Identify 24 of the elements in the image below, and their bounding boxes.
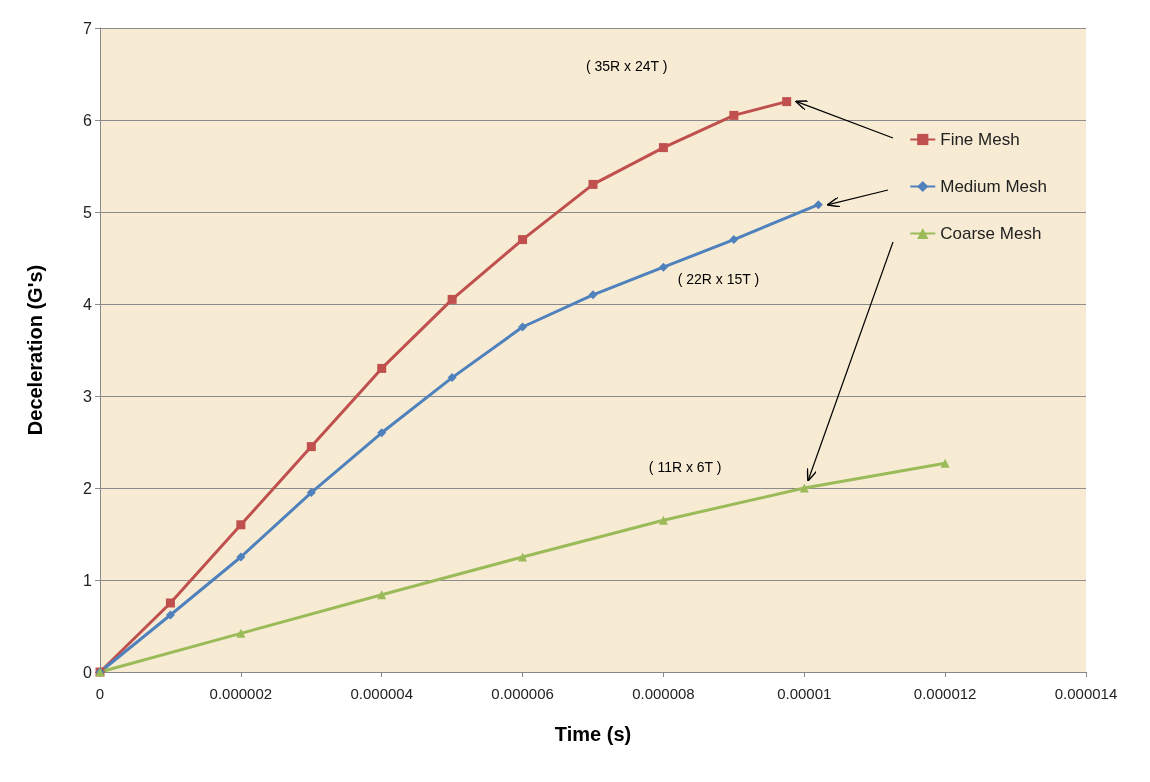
annotation: ( 22R x 15T ) bbox=[677, 270, 760, 287]
y-tick-label: 6 bbox=[83, 111, 93, 129]
x-tick-label: 0.000008 bbox=[632, 685, 695, 702]
y-tick-label: 3 bbox=[83, 387, 93, 405]
x-tick-label: 0.00001 bbox=[777, 685, 832, 702]
x-tick-label: 0.000006 bbox=[491, 685, 554, 702]
y-tick-label: 5 bbox=[83, 203, 93, 221]
legend-label: Coarse Mesh bbox=[940, 224, 1042, 243]
y-tick-label: 0 bbox=[83, 663, 93, 681]
x-tick-label: 0.000012 bbox=[913, 685, 977, 702]
y-axis-title: Deceleration (G's) bbox=[24, 264, 46, 436]
y-tick-label: 1 bbox=[83, 571, 93, 589]
legend-label: Medium Mesh bbox=[940, 177, 1048, 196]
x-axis-title: Time (s) bbox=[554, 723, 632, 745]
y-tick-label: 7 bbox=[83, 19, 93, 37]
annotation: ( 35R x 24T ) bbox=[585, 57, 668, 74]
annotation: ( 11R x 6T ) bbox=[648, 459, 722, 476]
y-tick-label: 2 bbox=[83, 479, 93, 497]
legend-label: Fine Mesh bbox=[940, 130, 1020, 149]
x-tick-label: 0.000002 bbox=[209, 685, 273, 702]
x-tick-label: 0.000004 bbox=[350, 685, 413, 702]
y-tick-label: 4 bbox=[83, 295, 93, 313]
x-tick-label: 0 bbox=[95, 685, 105, 702]
x-tick-label: 0.000014 bbox=[1054, 685, 1118, 702]
